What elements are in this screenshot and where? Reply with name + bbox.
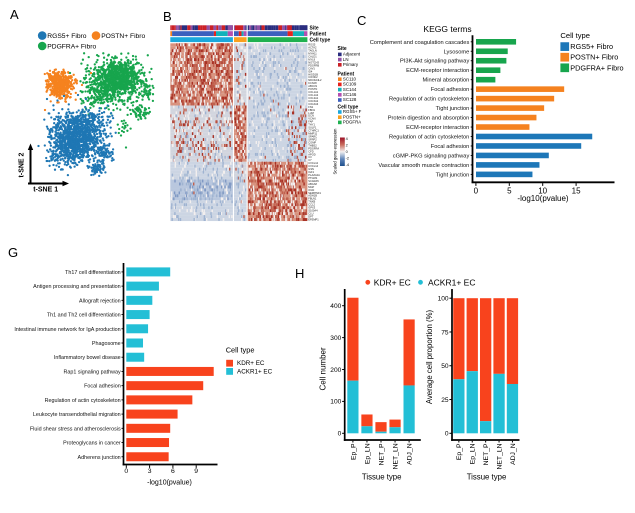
svg-text:PDGFRA+ Fibro: PDGFRA+ Fibro [47,43,96,50]
svg-text:t-SNE 2: t-SNE 2 [19,152,26,177]
svg-text:RGS5+ Fibro: RGS5+ Fibro [47,33,86,40]
svg-text:POSTN+ Fibro: POSTN+ Fibro [101,33,145,40]
svg-text:Cell type: Cell type [310,37,331,43]
svg-text:B: B [163,9,172,24]
svg-text:t-SNE 1: t-SNE 1 [33,187,58,194]
svg-text:A: A [10,7,19,22]
